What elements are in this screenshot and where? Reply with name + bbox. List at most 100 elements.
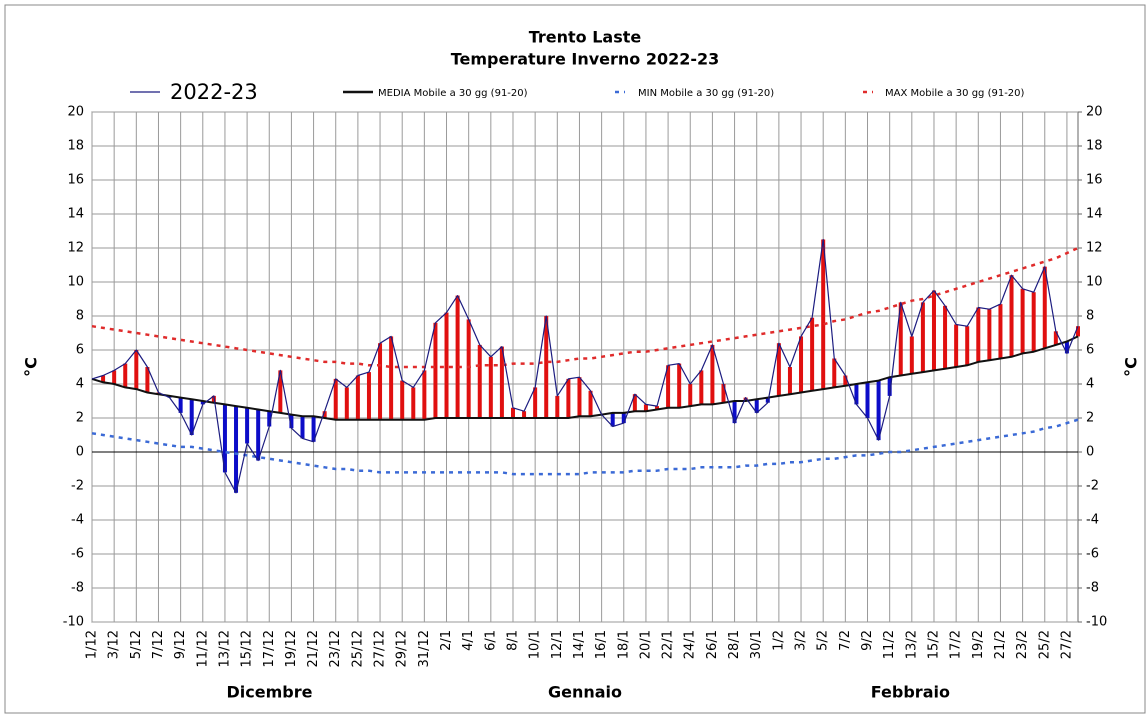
x-tick-label: 17/12 [262,630,277,667]
y-tick-label: -2 [71,479,84,494]
deviation-bar [898,302,903,376]
legend-label: MIN Mobile a 30 gg (91-20) [638,88,774,99]
y-tick-label: 2 [76,411,84,426]
deviation-bar [876,380,881,441]
y-tick-label: 6 [76,343,84,358]
deviation-bar [810,317,815,391]
x-tick-label: 21/12 [306,630,321,667]
x-tick-label: 15/12 [240,630,255,667]
deviation-bar [389,336,394,420]
y-axis-label: °C [22,357,41,377]
y-tick-label: 10 [67,275,84,290]
x-tick-label: 4/1 [461,630,476,651]
x-tick-label: 8/1 [505,630,520,651]
deviation-bar [721,384,726,403]
deviation-bar [522,411,527,418]
month-label: Gennaio [548,683,622,702]
y-tick-label: 16 [67,173,84,188]
y2-tick-label: -4 [1086,513,1099,528]
deviation-bar [466,319,471,418]
y2-tick-label: -10 [1086,615,1107,630]
deviation-bar [799,336,804,393]
deviation-bar [123,363,128,388]
deviation-bar [134,350,139,390]
x-tick-label: 28/1 [727,630,742,659]
x-tick-label: 19/2 [971,630,986,659]
x-tick-label: 29/12 [395,630,410,667]
x-tick-label: 7/2 [838,630,853,651]
x-tick-label: 27/12 [373,630,388,667]
y2-tick-label: 4 [1086,377,1094,392]
x-tick-label: 6/1 [483,630,498,651]
daily-line [91,238,1079,494]
x-tick-label: 13/12 [217,630,232,667]
deviation-bar [278,370,283,413]
y-tick-label: 14 [67,207,84,222]
deviation-bar [245,407,250,444]
y-tick-label: 8 [76,309,84,324]
deviation-bar [455,295,460,418]
trend-line [91,335,1079,421]
deviation-bar [378,343,383,420]
plot-area [91,111,1079,623]
deviation-bar [655,406,660,410]
deviation-bar [366,372,371,420]
deviation-bar [699,370,704,405]
x-tick-label: 18/1 [616,630,631,659]
deviation-bar [256,409,261,461]
deviation-bar [344,387,349,420]
deviation-bar [112,370,117,384]
y2-tick-label: -2 [1086,479,1099,494]
deviation-bar [311,416,316,442]
deviation-bar [610,412,615,427]
deviation-bar [677,363,682,408]
y-tick-label: 18 [67,139,84,154]
trend-line [91,418,1079,476]
x-tick-label: 20/1 [638,630,653,659]
x-tick-label: 11/12 [195,630,210,667]
deviation-bar [300,416,305,439]
deviation-bar [1009,275,1014,357]
deviation-bar [588,390,593,417]
deviation-bar [887,377,892,396]
x-tick-label: 9/12 [173,630,188,659]
y2-tick-label: 18 [1086,139,1103,154]
deviation-bar [422,370,427,420]
deviation-bar [931,290,936,371]
deviation-bar [544,316,549,418]
deviation-bar [1053,331,1058,345]
deviation-bar [333,378,338,420]
deviation-bar [355,375,360,420]
deviation-bar [688,384,693,407]
month-label: Dicembre [226,683,312,702]
y2-tick-label: 10 [1086,275,1103,290]
deviation-bar [289,414,294,429]
y2-tick-label: 6 [1086,343,1094,358]
deviation-bar [477,344,482,418]
x-tick-label: 1/12 [85,630,100,659]
y2-tick-label: 14 [1086,207,1103,222]
deviation-bar [854,384,859,405]
y-tick-label: -4 [71,513,84,528]
x-tick-label: 12/1 [550,630,565,659]
deviation-bar [411,387,416,420]
y-tick-label: 4 [76,377,84,392]
x-tick-label: 10/1 [528,630,543,659]
deviation-bar [222,404,227,473]
deviation-bar [400,380,405,420]
deviation-bar [322,411,327,418]
x-tick-label: 15/2 [926,630,941,659]
x-tick-label: 3/2 [794,630,809,651]
x-tick-label: 23/12 [328,630,343,667]
deviation-bar [444,312,449,418]
y2-axis-label: °C [1122,357,1141,377]
deviation-bar [555,395,560,418]
x-tick-label: 24/1 [683,630,698,659]
deviation-bar [178,397,183,413]
y2-tick-label: 8 [1086,309,1094,324]
x-tick-label: 19/12 [284,630,299,667]
x-tick-label: 30/1 [749,630,764,659]
deviation-bar [533,387,538,418]
deviation-bar [666,365,671,408]
x-tick-label: 31/12 [417,630,432,667]
